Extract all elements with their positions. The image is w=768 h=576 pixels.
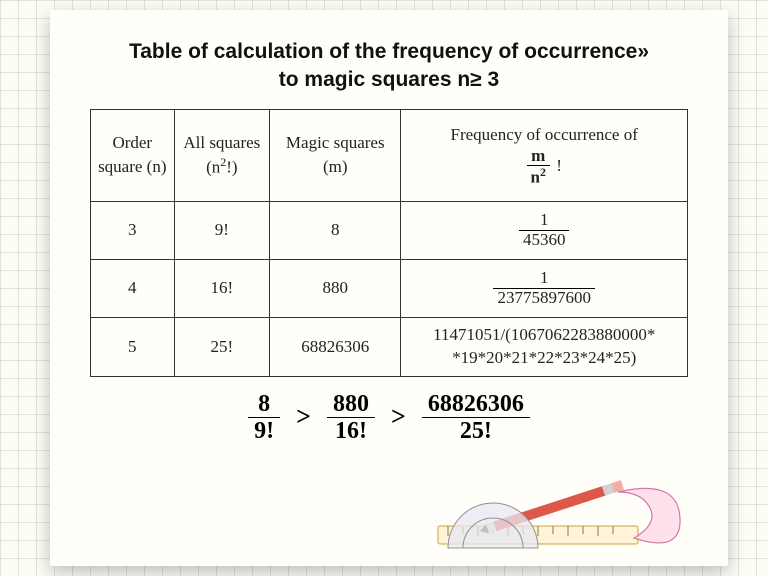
ineq-a-den: 9!: [248, 417, 280, 444]
cell-magic: 8: [270, 201, 401, 259]
cell-all: 9!: [174, 201, 270, 259]
header-freq-den: n2: [527, 165, 550, 187]
cell-order: 5: [91, 317, 175, 376]
title-line-1: Table of calculation of the frequency of…: [129, 40, 649, 63]
header-freq-bang: !: [556, 156, 562, 175]
header-order-l2: square (n): [95, 155, 170, 179]
ineq-frac-b: 880 16!: [327, 391, 375, 445]
freq-num: 1: [519, 211, 570, 230]
header-freq-text: Frequency of occurrence of: [405, 123, 683, 147]
header-frequency: Frequency of occurrence of m n2 !: [401, 109, 688, 201]
header-all-squares: All squares (n2!): [174, 109, 270, 201]
cell-freq: 1 45360: [401, 201, 688, 259]
freq-den: 45360: [519, 230, 570, 250]
table-row: 4 16! 880 1 23775897600: [91, 259, 688, 317]
header-magic-l1: Magic squares: [274, 131, 396, 155]
ineq-b-num: 880: [327, 391, 375, 417]
freq-text-l1: 11471051/(1067062283880000*: [405, 324, 683, 347]
header-magic-squares: Magic squares (m): [270, 109, 401, 201]
ineq-a-num: 8: [248, 391, 280, 417]
cell-freq: 11471051/(1067062283880000* *19*20*21*22…: [401, 317, 688, 376]
title-line-2: to magic squares n≥ 3: [279, 68, 499, 91]
ineq-b-den: 16!: [327, 417, 375, 444]
cell-magic: 880: [270, 259, 401, 317]
paper-sheet: Table of calculation of the frequency of…: [50, 10, 728, 566]
table-body: 3 9! 8 1 45360 4 16! 880 1 23775897600: [91, 201, 688, 376]
gt-icon: >: [296, 402, 311, 431]
stationery-illustration: [428, 468, 688, 558]
header-freq-formula: m n2 !: [405, 147, 683, 188]
header-freq-num: m: [527, 147, 550, 166]
ineq-c-num: 68826306: [422, 391, 530, 417]
table-row: 3 9! 8 1 45360: [91, 201, 688, 259]
page-title: Table of calculation of the frequency of…: [90, 38, 688, 95]
inequality: 8 9! > 880 16! > 68826306 25!: [90, 391, 688, 445]
cell-all: 25!: [174, 317, 270, 376]
ineq-frac-a: 8 9!: [248, 391, 280, 445]
table-header-row: Order square (n) All squares (n2!) Magic…: [91, 109, 688, 201]
freq-text-l2: *19*20*21*22*23*24*25): [405, 347, 683, 370]
header-order: Order square (n): [91, 109, 175, 201]
header-all-l1: All squares: [179, 131, 266, 155]
freq-num: 1: [493, 269, 595, 288]
cell-freq: 1 23775897600: [401, 259, 688, 317]
freq-den: 23775897600: [493, 288, 595, 308]
cell-all: 16!: [174, 259, 270, 317]
gt-icon: >: [391, 402, 406, 431]
table-row: 5 25! 68826306 11471051/(106706228388000…: [91, 317, 688, 376]
cell-order: 4: [91, 259, 175, 317]
header-all-l2: (n2!): [179, 154, 266, 179]
cell-magic: 68826306: [270, 317, 401, 376]
header-order-l1: Order: [95, 131, 170, 155]
ineq-frac-c: 68826306 25!: [422, 391, 530, 445]
cell-order: 3: [91, 201, 175, 259]
header-magic-l2: (m): [274, 155, 396, 179]
ineq-c-den: 25!: [422, 417, 530, 444]
frequency-table: Order square (n) All squares (n2!) Magic…: [90, 109, 688, 377]
